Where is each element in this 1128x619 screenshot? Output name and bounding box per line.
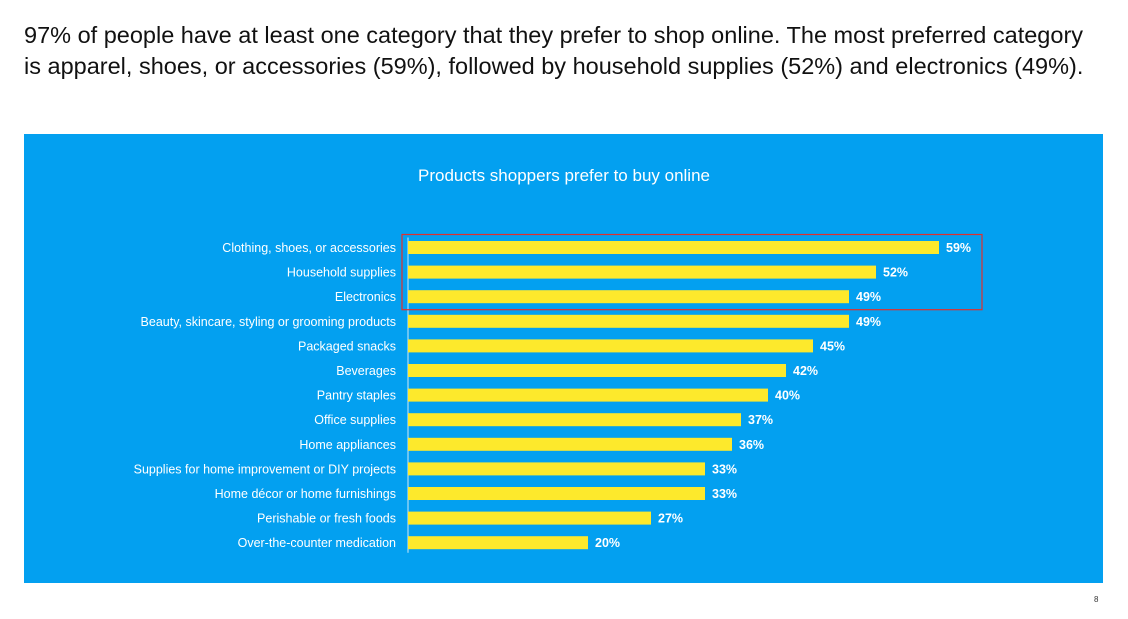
data-label: 59%	[946, 241, 971, 255]
bar	[408, 511, 651, 525]
data-label: 42%	[793, 364, 818, 378]
data-label: 45%	[820, 339, 845, 353]
bar	[408, 339, 813, 353]
bar	[408, 462, 705, 476]
data-label: 27%	[658, 512, 683, 526]
category-label: Beverages	[336, 364, 396, 378]
category-label: Office supplies	[314, 413, 396, 427]
category-label: Home décor or home furnishings	[215, 487, 396, 501]
bar	[408, 290, 849, 304]
page-number: 8	[1094, 595, 1099, 604]
bar	[408, 536, 588, 550]
data-label: 40%	[775, 389, 800, 403]
headline-line-2: is apparel, shoes, or accessories (59%),…	[24, 53, 1084, 79]
headline-line-1: 97% of people have at least one category…	[24, 22, 1084, 48]
category-label: Electronics	[335, 290, 396, 304]
category-label: Beauty, skincare, styling or grooming pr…	[141, 315, 396, 329]
chart-title: Products shoppers prefer to buy online	[417, 166, 710, 185]
bar	[408, 388, 768, 402]
bar	[408, 241, 939, 254]
bar	[408, 314, 849, 328]
category-label: Packaged snacks	[298, 339, 396, 353]
data-label: 33%	[712, 462, 737, 476]
data-label: 37%	[748, 413, 773, 427]
chart-panel	[24, 134, 1103, 583]
bar	[408, 265, 876, 279]
bar	[408, 487, 705, 500]
category-label: Pantry staples	[317, 389, 396, 403]
highlight-box	[401, 233, 983, 311]
category-label: Household supplies	[287, 266, 396, 280]
data-label: 36%	[739, 438, 764, 452]
category-label: Supplies for home improvement or DIY pro…	[134, 462, 396, 476]
bar	[408, 364, 786, 377]
data-label: 20%	[595, 536, 620, 550]
data-label: 49%	[856, 315, 881, 329]
category-label: Home appliances	[299, 438, 396, 452]
category-label: Perishable or fresh foods	[257, 512, 396, 526]
bar	[408, 437, 732, 451]
category-label: Clothing, shoes, or accessories	[222, 241, 396, 255]
headline: 97% of people have at least one category…	[24, 20, 1114, 82]
category-label: Over-the-counter medication	[238, 536, 396, 550]
data-label: 52%	[883, 266, 908, 280]
data-label: 33%	[712, 487, 737, 501]
data-label: 49%	[856, 290, 881, 304]
bar	[408, 413, 741, 427]
